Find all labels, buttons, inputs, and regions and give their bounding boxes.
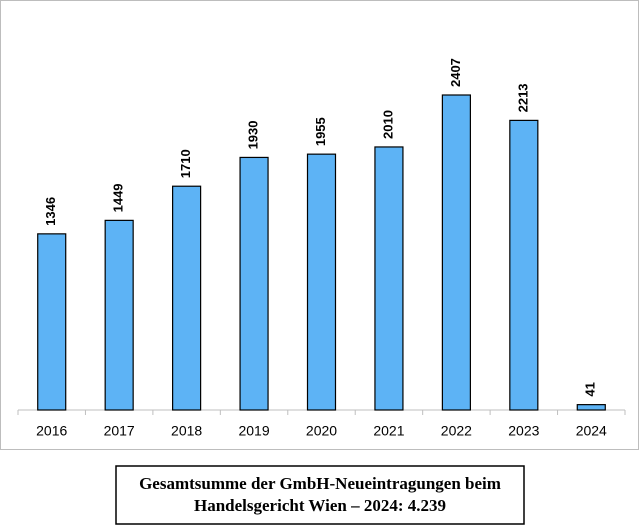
bar: [306, 153, 337, 411]
bar: [172, 185, 202, 411]
x-tick-label: 2019: [238, 423, 269, 439]
bar: [374, 146, 404, 411]
x-tick-label: 2022: [441, 423, 472, 439]
value-label: 2010: [380, 110, 395, 139]
value-label: 2407: [448, 58, 463, 87]
caption-line: Gesamtsumme der GmbH-Neueintragungen bei…: [139, 474, 501, 493]
value-label: 1955: [313, 117, 328, 146]
bar: [104, 219, 134, 411]
value-label: 2213: [515, 83, 530, 112]
x-tick-label: 2024: [576, 423, 607, 439]
x-tick-label: 2020: [306, 423, 337, 439]
bar: [239, 156, 269, 411]
value-label: 1930: [245, 121, 260, 150]
bar: [37, 233, 67, 411]
bar: [509, 119, 539, 411]
x-tick-label: 2021: [373, 423, 404, 439]
caption-line: Handelsgericht Wien – 2024: 4.239: [194, 496, 446, 515]
value-label: 1710: [178, 149, 193, 178]
x-tick-label: 2018: [171, 423, 202, 439]
value-label: 1346: [43, 197, 58, 226]
bar: [441, 94, 471, 411]
x-tick-label: 2023: [508, 423, 539, 439]
value-label: 41: [583, 382, 598, 396]
caption-box: [115, 465, 525, 525]
bar: [576, 404, 606, 411]
value-label: 1449: [111, 183, 126, 212]
x-tick-label: 2016: [36, 423, 67, 439]
x-tick-label: 2017: [104, 423, 135, 439]
